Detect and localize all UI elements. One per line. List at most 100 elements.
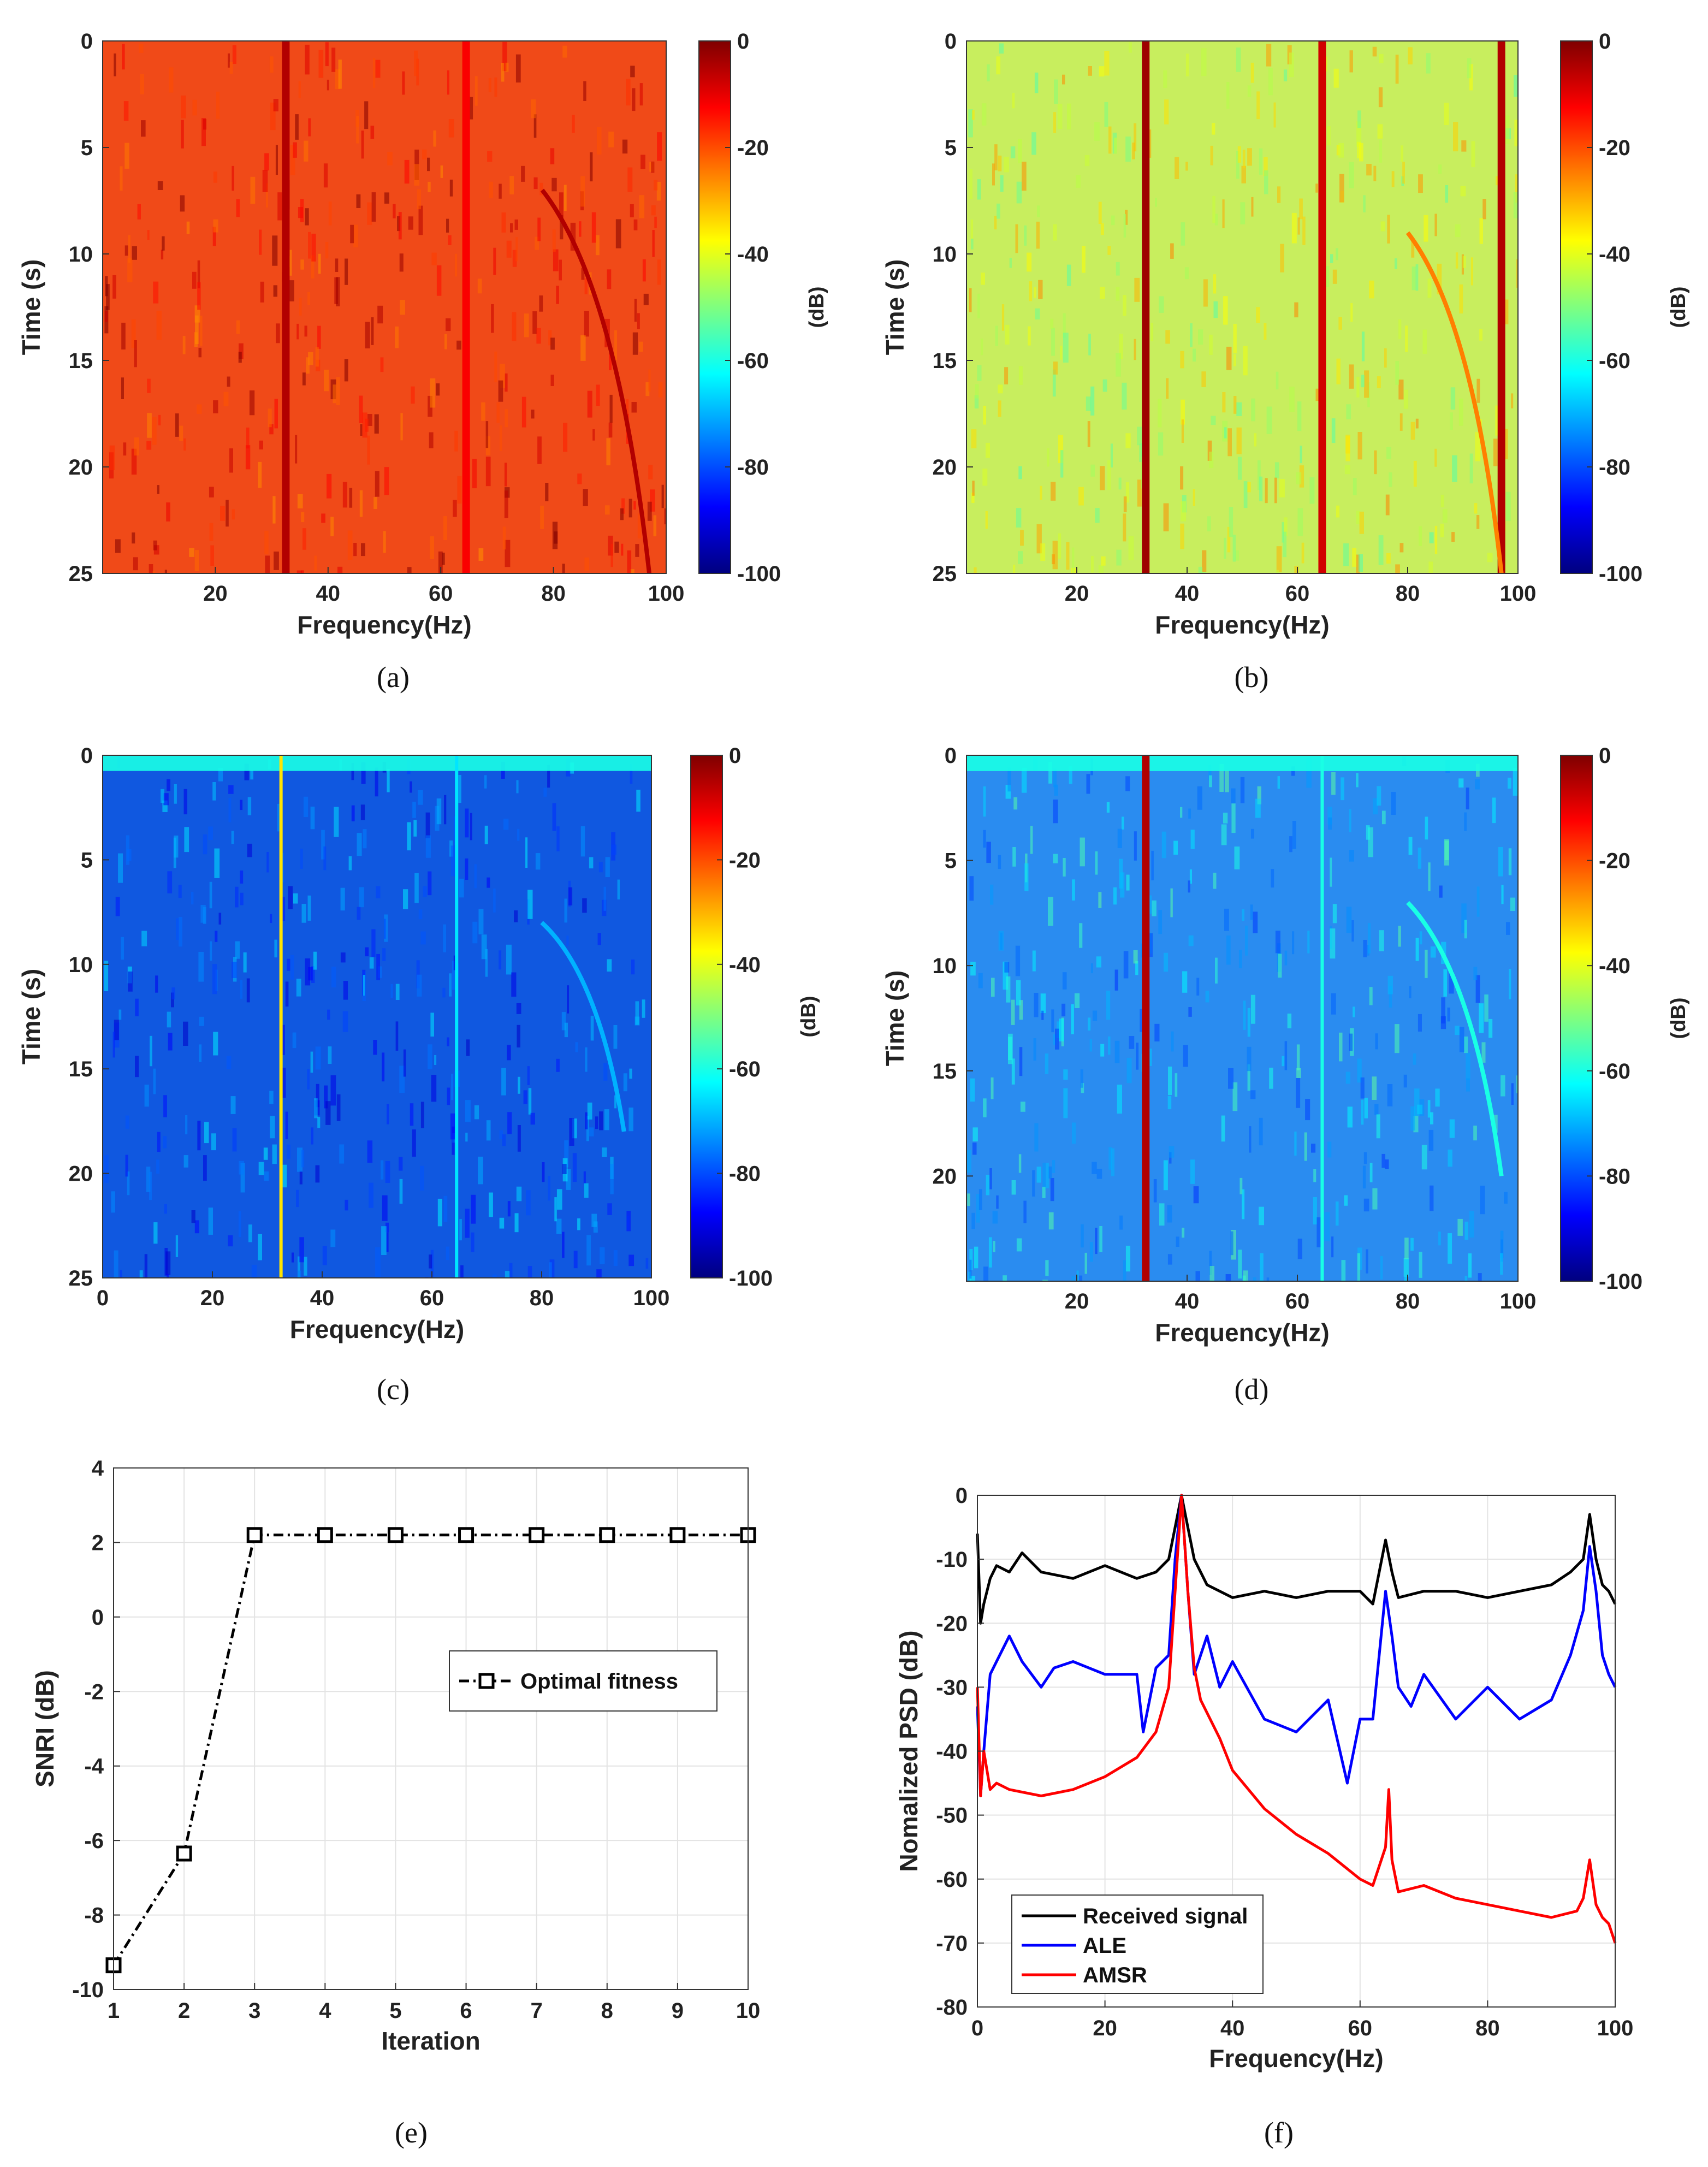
noise-speckle — [430, 536, 434, 559]
noise-speckle — [566, 936, 569, 946]
noise-speckle — [127, 258, 133, 282]
noise-speckle — [1052, 369, 1056, 397]
y-tick-label: 25 — [69, 1266, 93, 1290]
noise-speckle — [983, 786, 986, 817]
noise-speckle — [133, 557, 138, 571]
noise-speckle — [559, 259, 562, 281]
colorbar-tick-label: 0 — [729, 744, 741, 768]
noise-speckle — [227, 376, 230, 387]
noise-speckle — [121, 937, 124, 960]
noise-speckle — [602, 1147, 607, 1157]
noise-speckle — [1493, 439, 1498, 466]
noise-speckle — [200, 905, 206, 923]
noise-speckle — [361, 543, 365, 556]
y-tick-label: 15 — [933, 1059, 957, 1084]
noise-speckle — [1398, 380, 1404, 400]
noise-speckle — [537, 436, 542, 464]
noise-speckle — [661, 484, 664, 508]
noise-speckle — [630, 66, 635, 78]
noise-speckle — [514, 219, 518, 230]
noise-speckle — [192, 271, 197, 289]
legend: Optimal fitness — [449, 1650, 717, 1712]
noise-speckle — [976, 1194, 980, 1223]
noise-speckle — [1284, 950, 1288, 966]
panel-caption: (a) — [377, 661, 410, 694]
noise-speckle — [365, 418, 369, 432]
noise-speckle — [273, 99, 278, 111]
x-tick-label: 100 — [648, 582, 685, 606]
noise-speckle — [1201, 48, 1207, 76]
noise-speckle — [209, 487, 214, 498]
noise-speckle — [642, 999, 645, 1018]
noise-speckle — [1163, 70, 1167, 88]
noise-speckle — [563, 423, 568, 452]
panel-caption: (e) — [395, 2116, 428, 2149]
noise-speckle — [316, 1084, 319, 1108]
colorbar-tick-label: -40 — [729, 953, 761, 977]
colorbar-tick-label: -80 — [1599, 1164, 1630, 1188]
noise-speckle — [1304, 1132, 1307, 1161]
noise-speckle — [1088, 1017, 1091, 1031]
noise-speckle — [1013, 564, 1016, 573]
noise-speckle — [1445, 185, 1449, 203]
noise-speckle — [564, 1022, 568, 1038]
noise-speckle — [1443, 969, 1447, 997]
noise-speckle — [1021, 767, 1027, 793]
noise-speckle — [489, 181, 494, 198]
noise-speckle — [1207, 440, 1212, 461]
noise-speckle — [1372, 1076, 1377, 1100]
noise-speckle — [1466, 788, 1469, 810]
noise-speckle — [974, 395, 979, 408]
noise-speckle — [1282, 1056, 1285, 1067]
noise-speckle — [114, 53, 116, 76]
noise-speckle — [599, 1111, 603, 1130]
noise-speckle — [1072, 879, 1075, 901]
noise-speckle — [540, 505, 544, 529]
noise-speckle — [465, 1100, 471, 1122]
noise-speckle — [1349, 809, 1351, 832]
noise-speckle — [226, 1056, 232, 1069]
colorbar-tick-label: -40 — [1599, 242, 1630, 267]
noise-speckle — [370, 126, 375, 139]
noise-speckle — [586, 1235, 591, 1266]
noise-speckle — [1004, 962, 1010, 973]
noise-speckle — [1305, 1099, 1310, 1121]
noise-speckle — [1253, 911, 1258, 933]
noise-speckle — [1034, 287, 1036, 298]
noise-speckle — [1251, 398, 1255, 422]
noise-speckle — [180, 195, 185, 212]
noise-speckle — [465, 858, 468, 880]
noise-speckle — [1444, 103, 1449, 126]
noise-speckle — [1415, 264, 1419, 291]
y-tick-label: -60 — [936, 1868, 968, 1892]
noise-speckle — [631, 960, 635, 975]
noise-speckle — [264, 531, 269, 554]
noise-speckle — [1330, 928, 1336, 959]
noise-speckle — [626, 79, 631, 106]
noise-speckle — [1333, 68, 1339, 88]
noise-speckle — [1247, 1064, 1250, 1091]
noise-speckle — [518, 1076, 520, 1094]
noise-speckle — [340, 887, 345, 911]
noise-speckle — [1415, 418, 1419, 429]
panel-c: 0 20 40 60 80 1000510152025Frequency(Hz)Time … — [17, 744, 820, 1406]
noise-speckle — [1296, 1044, 1300, 1070]
noise-speckle — [607, 959, 612, 972]
noise-speckle — [1117, 828, 1122, 848]
noise-speckle — [1387, 1084, 1393, 1106]
noise-speckle — [981, 273, 985, 285]
noise-speckle — [1223, 813, 1228, 824]
noise-speckle — [427, 157, 430, 171]
noise-speckle — [1395, 55, 1399, 84]
noise-speckle — [229, 448, 233, 473]
noise-speckle — [414, 50, 418, 76]
noise-speckle — [1012, 847, 1016, 867]
noise-speckle — [509, 1263, 513, 1278]
noise-speckle — [1125, 210, 1128, 225]
noise-speckle — [1418, 848, 1421, 869]
noise-speckle — [1395, 258, 1397, 269]
colorbar-tick-label: -80 — [1599, 455, 1630, 479]
noise-speckle — [564, 898, 567, 923]
noise-speckle — [998, 155, 1002, 171]
noise-speckle — [1019, 1047, 1023, 1076]
